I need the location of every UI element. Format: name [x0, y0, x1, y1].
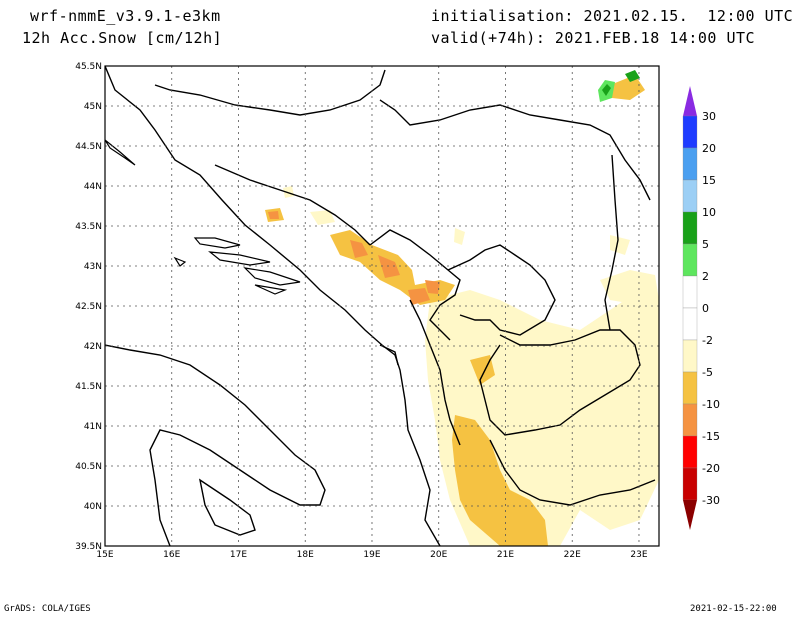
- colorbar-label: 30: [702, 110, 716, 123]
- lon-tick-label: 23E: [630, 550, 647, 560]
- colorbar-swatch: [682, 243, 698, 277]
- lon-tick-label: 22E: [564, 550, 581, 560]
- colorbar-swatch: [682, 115, 698, 149]
- islands: [105, 139, 301, 295]
- init-time: initialisation: 2021.02.15. 12:00 UTC: [431, 7, 794, 25]
- lon-tick-label: 17E: [230, 550, 247, 560]
- colorbar-label: 20: [702, 142, 716, 155]
- lat-tick-label: 42.5N: [75, 302, 102, 312]
- lon-tick-label: 20E: [430, 550, 447, 560]
- colorbar-label: -20: [702, 462, 720, 475]
- lat-tick-label: 41N: [84, 422, 102, 432]
- colorbar-label: 15: [702, 174, 716, 187]
- colorbar-label: -5: [702, 366, 713, 379]
- colorbar-label: 10: [702, 206, 716, 219]
- colorbar-swatch: [682, 435, 698, 469]
- colorbar-swatch: [682, 403, 698, 437]
- colorbar-swatch: [682, 339, 698, 373]
- snow-shading: [265, 70, 659, 546]
- lat-tick-label: 45.5N: [75, 62, 102, 72]
- lat-tick-label: 42N: [84, 342, 102, 352]
- colorbar-label: -2: [702, 334, 713, 347]
- valid-time: valid(+74h): 2021.FEB.18 14:00 UTC: [431, 29, 756, 47]
- footer-credit: GrADS: COLA/IGES: [4, 604, 91, 614]
- lon-tick-label: 16E: [163, 550, 180, 560]
- colorbar-swatch: [682, 211, 698, 245]
- lon-tick-label: 18E: [297, 550, 314, 560]
- colorbar-swatch: [682, 179, 698, 213]
- colorbar-swatch: [682, 275, 698, 309]
- footer-timestamp: 2021-02-15-22:00: [690, 604, 777, 614]
- lon-tick-label: 15E: [96, 550, 113, 560]
- colorbar-swatch: [682, 147, 698, 181]
- plot-frame: [104, 65, 660, 547]
- colorbar-label: 0: [702, 302, 709, 315]
- lat-tick-label: 40.5N: [75, 462, 102, 472]
- lat-tick-label: 43.5N: [75, 222, 102, 232]
- lat-tick-label: 45N: [84, 102, 102, 112]
- lat-tick-label: 44N: [84, 182, 102, 192]
- lat-tick-label: 43N: [84, 262, 102, 272]
- colorbar-label: -30: [702, 494, 720, 507]
- lat-tick-label: 44.5N: [75, 142, 102, 152]
- model-title: wrf-nmmE_v3.9.1-e3km: [30, 7, 221, 25]
- field-title: 12h Acc.Snow [cm/12h]: [22, 29, 223, 47]
- lat-tick-labels: 45.5N 45N 44.5N 44N 43.5N 43N 42.5N 42N 41.5N 41N…: [75, 62, 102, 552]
- lon-tick-label: 21E: [497, 550, 514, 560]
- colorbar-swatch: [682, 371, 698, 405]
- coastlines-borders: [105, 66, 656, 546]
- colorbar-bottom-arrow: [683, 500, 697, 530]
- colorbar-label: -10: [702, 398, 720, 411]
- colorbar-label: 5: [702, 238, 709, 251]
- colorbar-label: 2: [702, 270, 709, 283]
- colorbar-label: -15: [702, 430, 720, 443]
- lat-tick-label: 39.5N: [75, 542, 102, 552]
- colorbar-top-arrow: [683, 86, 697, 116]
- lat-tick-label: 40N: [84, 502, 102, 512]
- colorbar-swatch: [682, 467, 698, 501]
- lon-tick-label: 19E: [363, 550, 380, 560]
- colorbar-swatch: [682, 307, 698, 341]
- lat-tick-label: 41.5N: [75, 382, 102, 392]
- lon-tick-labels: 15E 16E 17E 18E 19E 20E 21E 22E 23E: [96, 550, 647, 560]
